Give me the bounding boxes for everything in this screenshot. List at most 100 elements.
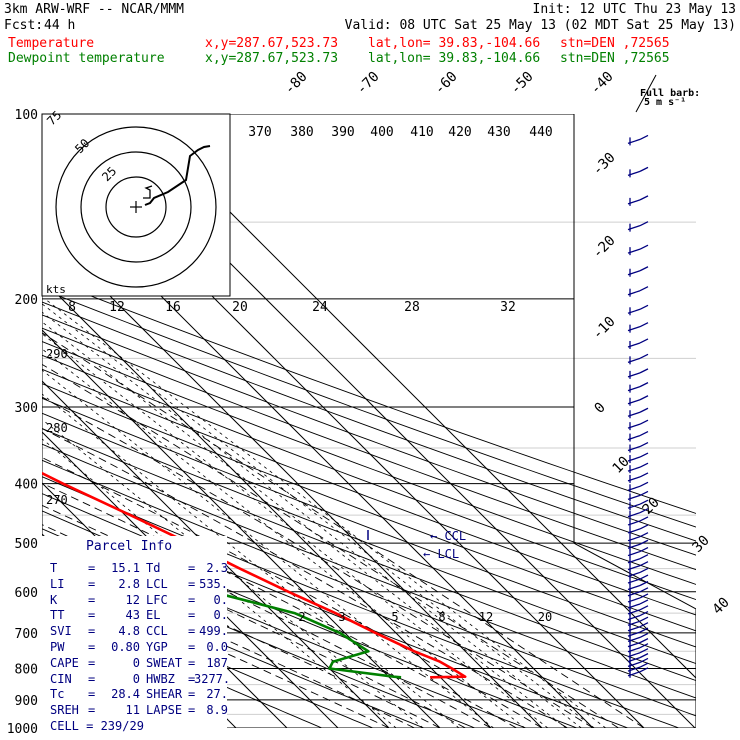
wind-barb	[639, 546, 649, 553]
parcel-value: 0.	[213, 608, 228, 623]
wind-barb	[639, 622, 649, 628]
parcel-value: 0	[132, 671, 140, 686]
parcel-eq: =	[88, 608, 96, 623]
parcel-eq: =	[88, 703, 96, 718]
pressure-label-1000: 1000	[7, 722, 38, 737]
wind-barb	[639, 134, 649, 140]
wind-barb	[639, 524, 649, 530]
isotherm-label: 40	[710, 595, 733, 618]
pressure-label-600: 600	[15, 586, 38, 601]
parcel-eq: =	[88, 576, 96, 591]
parcel-eq: =	[188, 608, 196, 623]
dry-adiabat	[42, 354, 696, 601]
theta-label: 370	[248, 125, 271, 140]
parcel-key: LCL	[146, 576, 168, 591]
theta-label: 400	[370, 125, 393, 140]
wind-barb	[639, 638, 649, 644]
dry-adiabat	[42, 459, 696, 717]
parcel-value: 2.8	[118, 576, 140, 591]
parcel-eq: =	[88, 671, 96, 686]
parcel-eq: =	[188, 592, 196, 607]
moist-adiabat	[42, 363, 619, 728]
parcel-value: 11	[125, 703, 140, 718]
parcel-eq: =	[188, 703, 196, 718]
wind-barb	[639, 643, 649, 649]
mixing-ratio-label: 24	[312, 300, 328, 315]
parcel-value: 8.9	[206, 703, 228, 718]
wind-barb	[639, 587, 649, 593]
parcel-value: 43	[125, 608, 140, 623]
frame-right-lower	[573, 542, 696, 610]
temperature-profile	[42, 471, 467, 679]
parcel-key: SVI	[50, 624, 72, 639]
parcel-eq: =	[188, 624, 196, 639]
parcel-key: Tc	[50, 687, 65, 702]
pressure-label-800: 800	[15, 662, 38, 677]
wind-barb	[639, 657, 649, 664]
dewpoint-station: stn=DEN ,72565	[560, 51, 670, 66]
wind-barb	[639, 266, 649, 272]
wind-barb	[639, 195, 649, 201]
parcel-key: CIN	[50, 671, 72, 686]
wind-barb	[639, 304, 649, 310]
ccl-label: ← CCL	[430, 529, 466, 543]
isotherm-label: 30	[690, 533, 713, 556]
wind-barb	[639, 554, 649, 560]
mixing-ratio-label: 5	[391, 610, 398, 624]
dewpoint-profile	[42, 547, 402, 679]
theta-label: 390	[331, 125, 354, 140]
barb-key-label: Full barb:	[640, 88, 700, 99]
parcel-value: 499.	[199, 624, 228, 639]
pressure-label-300: 300	[15, 401, 38, 416]
isotherm	[42, 431, 339, 728]
wind-barb	[639, 610, 649, 617]
wind-barb	[639, 481, 649, 487]
parcel-value: 12	[125, 592, 140, 607]
wind-barb	[639, 580, 649, 587]
moist-adiabat	[42, 332, 645, 728]
mixing-ratio-line	[42, 333, 549, 728]
wind-barb	[639, 441, 649, 448]
wind-barb	[639, 338, 649, 344]
parcel-eq: =	[188, 576, 196, 591]
hodograph-unit: kts	[46, 283, 66, 296]
wind-barb	[639, 574, 649, 580]
parcel-eq: =	[88, 687, 96, 702]
parcel-key: EL	[146, 608, 161, 623]
moist-adiabat	[42, 428, 568, 728]
moist-adiabat	[42, 396, 594, 728]
parcel-eq: =	[88, 640, 96, 654]
parcel-eq: =	[88, 592, 96, 607]
parcel-value: 0.80	[111, 640, 140, 654]
wind-barb	[639, 419, 649, 425]
pressure-label-100: 100	[15, 108, 38, 123]
pressure-label-200: 200	[15, 293, 38, 308]
wind-barb	[639, 322, 649, 328]
temperature-latlon: lat,lon= 39.83,-104.66	[368, 36, 541, 51]
hodograph-ring	[80, 151, 192, 263]
parcel-value: 3277.	[194, 671, 231, 686]
mixing-ratio-label: 12	[109, 300, 125, 315]
parcel-key: T	[50, 561, 58, 575]
wind-barb	[639, 605, 649, 611]
mixing-ratio-line	[44, 298, 606, 728]
pressure-label-700: 700	[15, 627, 38, 642]
theta-label: 420	[448, 125, 471, 140]
barb-key-staff	[635, 74, 657, 113]
isotherm-label: -70	[354, 69, 383, 98]
dewpoint-latlon: lat,lon= 39.83,-104.66	[368, 51, 541, 66]
mixing-ratio-line	[42, 393, 460, 728]
mixing-ratio-label: 2	[298, 610, 305, 624]
parcel-key: LI	[50, 576, 65, 591]
wind-barb	[639, 567, 649, 574]
mixing-ratio-line	[42, 369, 494, 728]
parcel-eq: =	[188, 640, 196, 654]
parcel-value: 0.	[213, 592, 228, 607]
wind-barb	[639, 653, 649, 659]
dry-adiabat	[42, 383, 696, 632]
wind-barb	[639, 244, 649, 250]
parcel-value: 0	[132, 655, 140, 670]
mixing-ratio-label: 20	[232, 300, 248, 315]
theta-label: 430	[487, 125, 510, 140]
